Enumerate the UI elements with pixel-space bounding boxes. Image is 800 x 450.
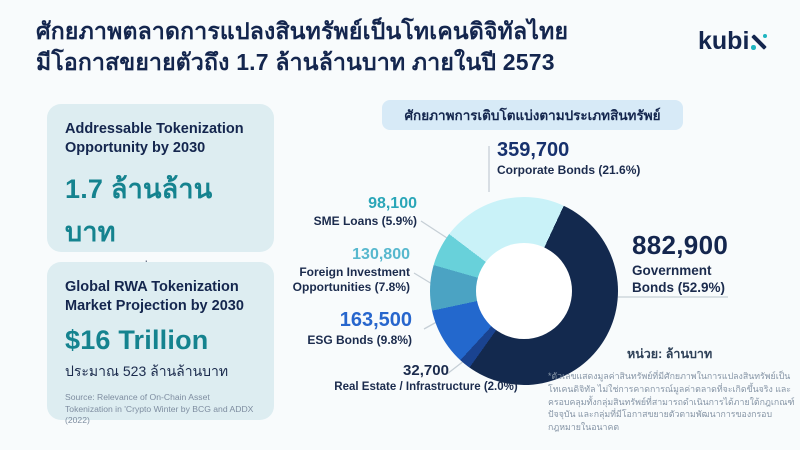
segment-name: Foreign Investment Opportunities (7.8%) bbox=[292, 265, 410, 294]
segment-value: 98,100 bbox=[368, 195, 417, 212]
footnote: *ตัวเลขแสดงมูลค่าสินทรัพย์ที่มีศักยภาพใน… bbox=[548, 371, 795, 433]
segment-name: SME Loans (5.9%) bbox=[313, 214, 417, 228]
card-addressable-opportunity: Addressable Tokenization Opportunity by … bbox=[47, 104, 274, 293]
card-heading: Global RWA Tokenization Market Projectio… bbox=[65, 279, 244, 314]
segment-label-corporate-bonds: 359,700 Corporate Bonds (21.6%) bbox=[497, 139, 640, 178]
unit-note: หน่วย: ล้านบาท bbox=[627, 347, 713, 361]
card-value: $16 Trillion bbox=[65, 325, 209, 355]
donut-hole bbox=[476, 243, 572, 339]
card-value: 1.7 ล้านล้านบาท bbox=[65, 174, 213, 247]
segment-value: 163,500 bbox=[339, 309, 412, 331]
segment-value: 359,700 bbox=[497, 139, 570, 161]
segment-value: 882,900 bbox=[632, 230, 729, 260]
segment-label-sme-loans: 98,100 SME Loans (5.9%) bbox=[314, 195, 417, 229]
segment-name: ESG Bonds (9.8%) bbox=[307, 333, 412, 347]
segment-value: 32,700 bbox=[403, 362, 449, 379]
segment-name: Corporate Bonds (21.6%) bbox=[497, 163, 641, 177]
segment-label-real-estate: 32,700 Real Estate / Infrastructure (2.0… bbox=[330, 362, 522, 395]
page-title-line2: มีโอกาสขยายตัวถึง 1.7 ล้านล้านบาท ภายในป… bbox=[36, 49, 555, 75]
kubix-logo: kubi bbox=[698, 27, 768, 56]
card-subvalue: ประมาณ 523 ล้านล้านบาท bbox=[65, 363, 229, 379]
segment-name: Real Estate / Infrastructure (2.0%) bbox=[334, 381, 518, 393]
segment-label-esg-bonds: 163,500 ESG Bonds (9.8%) bbox=[307, 309, 412, 348]
card-global-rwa-projection: Global RWA Tokenization Market Projectio… bbox=[47, 262, 274, 425]
page-title: ศักยภาพตลาดการแปลงสินทรัพย์เป็นโทเคนดิจิ… bbox=[36, 16, 568, 78]
segment-label-government-bonds: 882,900 Government Bonds (52.9%) bbox=[632, 230, 752, 296]
kubix-x-icon bbox=[751, 33, 768, 51]
card-source-note: Source: Relevance of On-Chain Asset Toke… bbox=[65, 392, 254, 425]
card-heading: Addressable Tokenization Opportunity by … bbox=[65, 121, 244, 156]
donut-chart bbox=[430, 197, 618, 385]
chart-title-badge: ศักยภาพการเติบโตแบ่งตามประเภทสินทรัพย์ bbox=[382, 100, 683, 130]
segment-value: 130,800 bbox=[352, 246, 410, 263]
kubix-logo-text: kubi bbox=[698, 27, 750, 55]
segment-name: Government Bonds (52.9%) bbox=[632, 263, 726, 295]
page-title-line1: ศักยภาพตลาดการแปลงสินทรัพย์เป็นโทเคนดิจิ… bbox=[36, 18, 569, 44]
segment-label-foreign-investment: 130,800 Foreign Investment Opportunities… bbox=[290, 246, 410, 294]
